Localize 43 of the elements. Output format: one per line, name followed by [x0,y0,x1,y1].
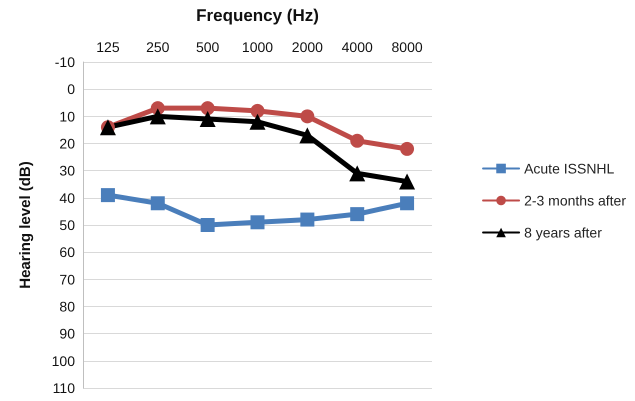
point [300,212,314,227]
legend-label: 8 years after [524,224,602,240]
point [200,101,215,116]
point [350,134,364,148]
point [349,165,366,182]
y-tick-label: -10 [54,54,76,70]
point [200,218,215,232]
x-axis-title: Frequency (Hz) [196,6,319,25]
point [150,196,165,210]
point [150,108,166,124]
y-tick-label: 70 [59,271,76,288]
y-tick-label: 50 [59,217,76,233]
point [250,215,264,230]
point [300,109,314,124]
y-tick-label: 100 [52,352,76,369]
y-tick-label: 40 [59,190,76,206]
point [400,142,414,156]
x-tick-label: 500 [196,39,220,55]
legend-label: Acute ISSNHL [524,160,615,176]
point [100,188,115,202]
x-tick-label: 8000 [391,39,423,55]
point [400,196,414,210]
y-tick-label: 80 [59,298,76,314]
x-tick-label: 2000 [292,39,324,55]
y-tick-label: 110 [52,380,76,396]
x-tick-label: 1000 [242,39,274,55]
y-tick-label: 90 [59,326,76,342]
y-tick-label: 60 [59,244,76,260]
y-tick-label: 30 [59,162,76,179]
x-tick-label: 125 [96,39,120,55]
y-axis-title: Hearing level (dB) [17,161,34,289]
y-tick-label: 10 [59,108,76,124]
x-tick-label: 250 [146,39,170,55]
point [250,114,266,130]
legend-label: 2-3 months after [524,192,626,208]
point [250,104,264,118]
point [200,111,216,128]
point [350,207,364,222]
y-tick-label: 0 [67,81,76,98]
x-tick-label: 4000 [342,39,373,55]
point [399,174,416,190]
point [299,127,316,144]
y-tick-label: 20 [59,136,76,152]
